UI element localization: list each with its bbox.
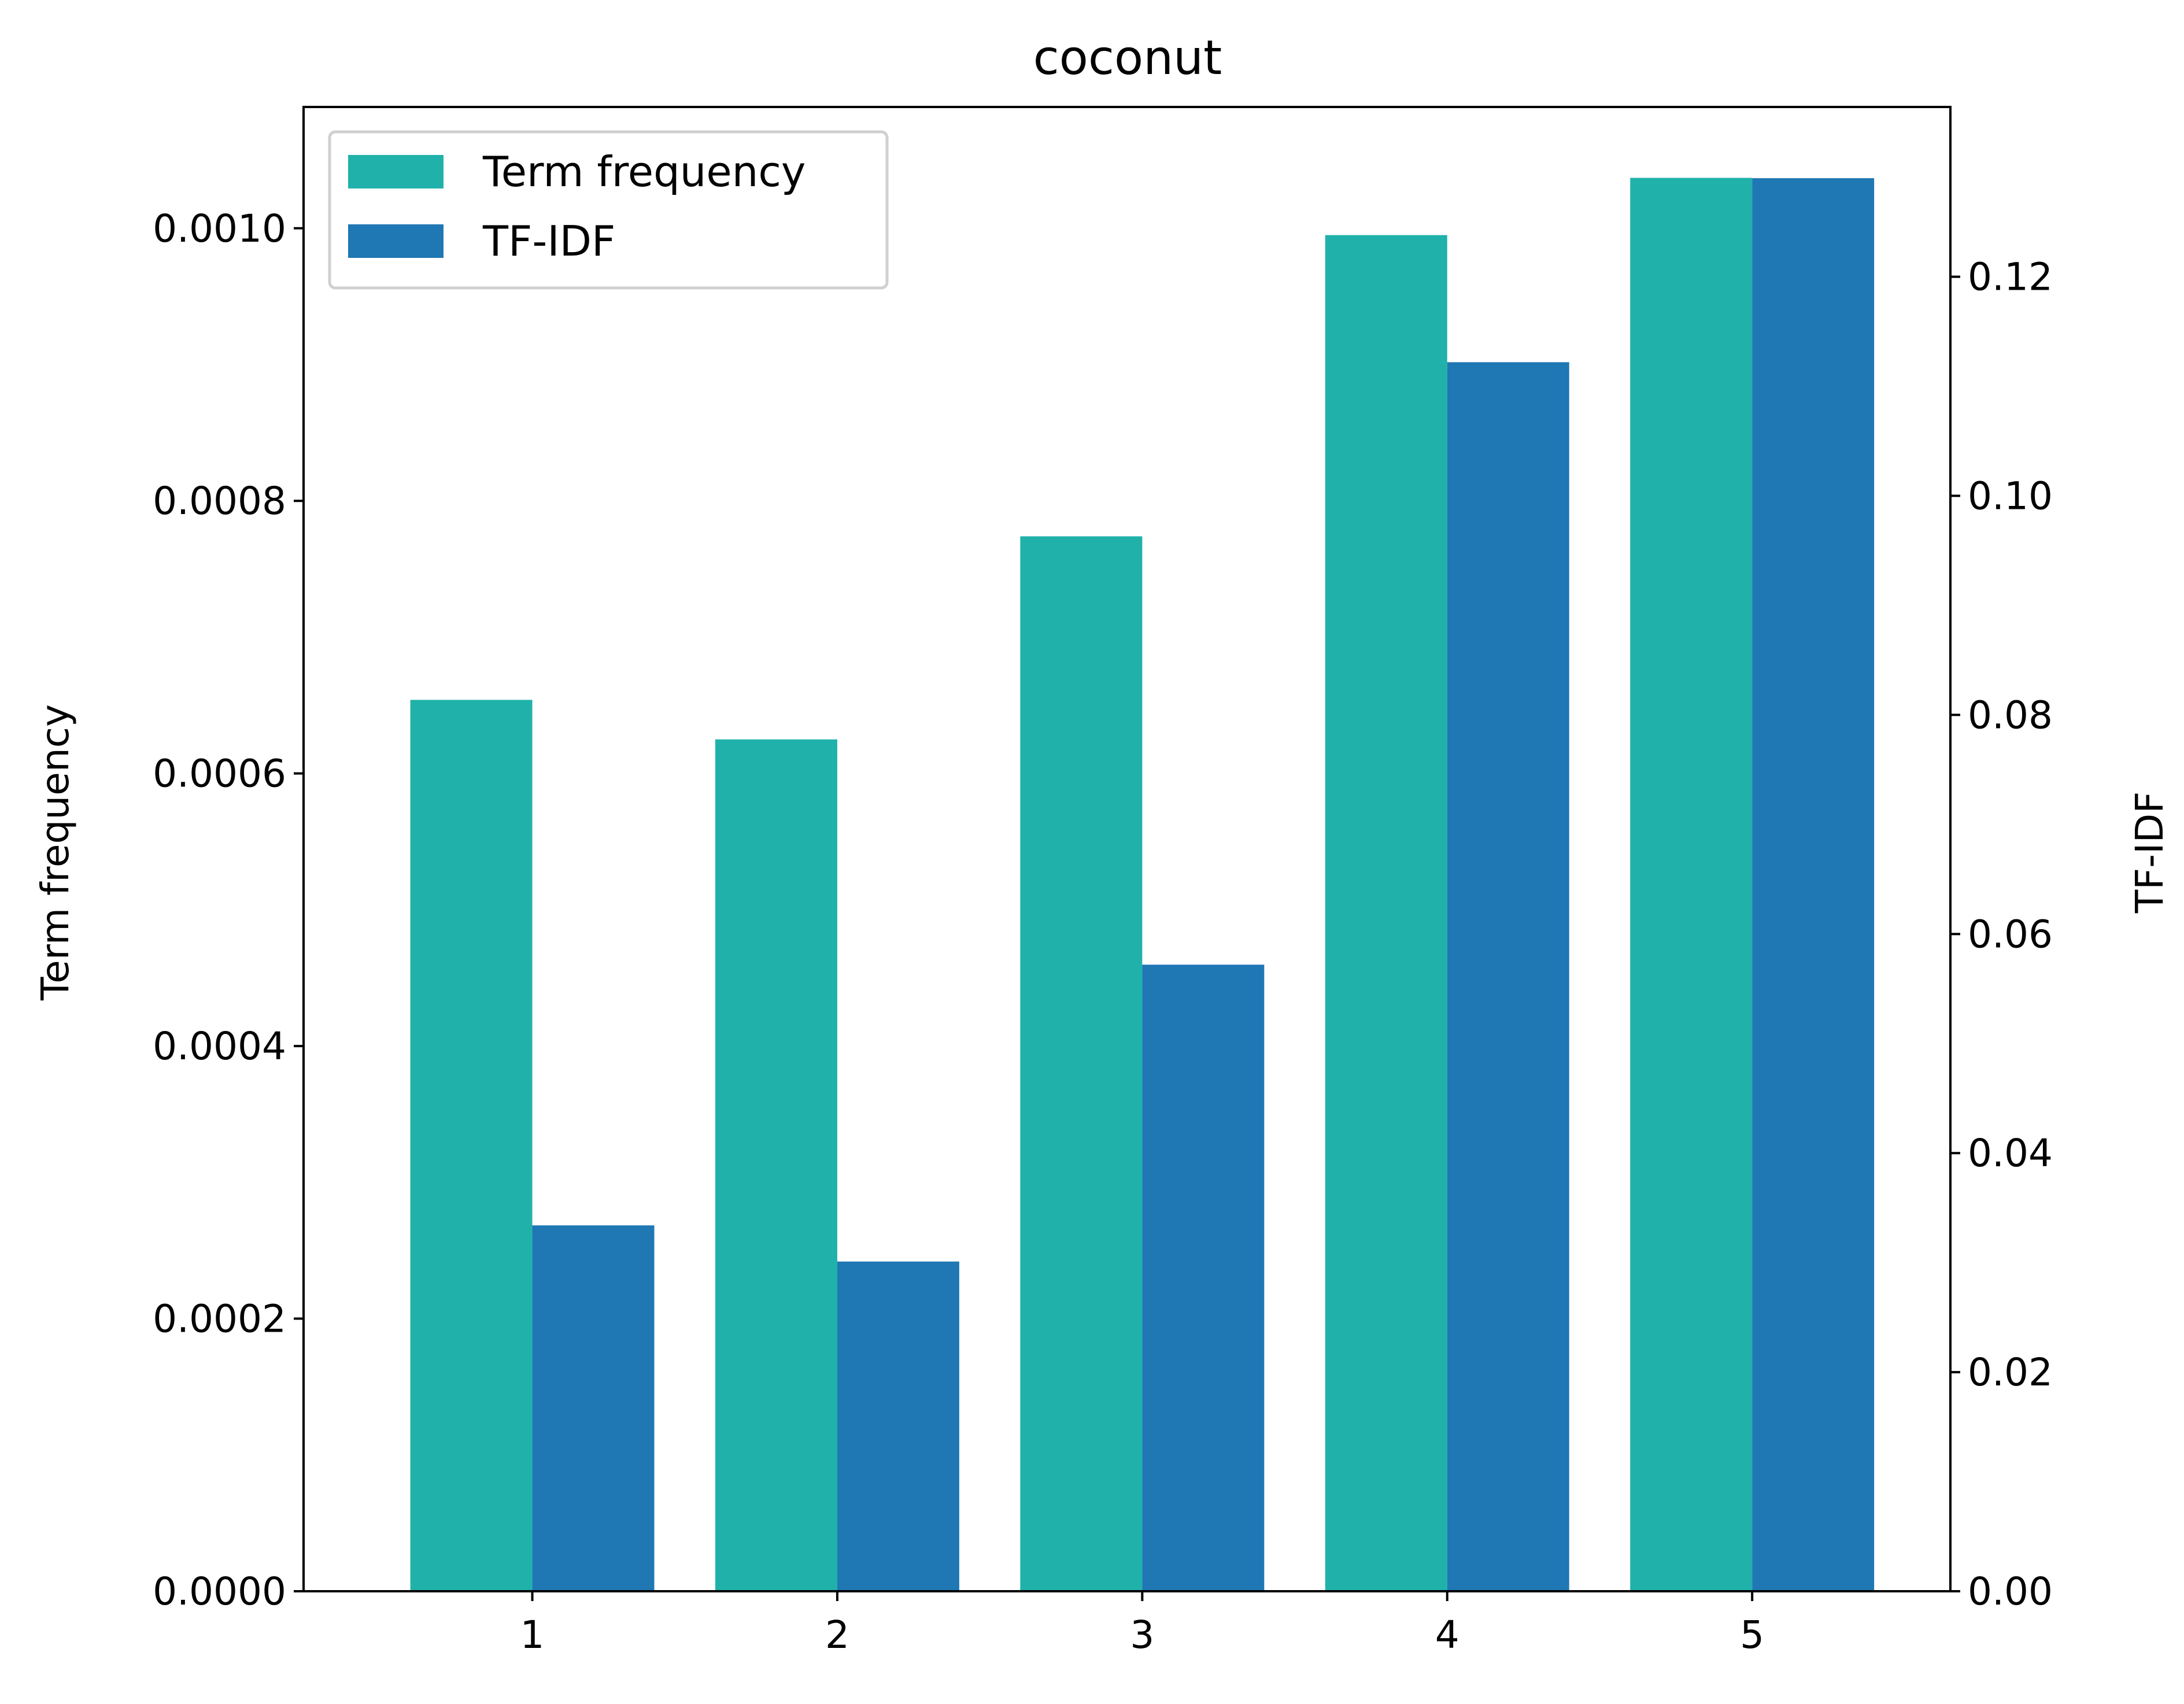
left-tick-label: 0.0000 xyxy=(153,1569,286,1614)
bar-term-frequency-4 xyxy=(1325,235,1447,1591)
bar-term-frequency-1 xyxy=(410,700,533,1591)
bar-term-frequency-5 xyxy=(1630,178,1753,1592)
chart-title: coconut xyxy=(1033,31,1222,86)
legend-swatch-term-frequency xyxy=(348,155,444,188)
left-axis-ticks: 0.0000 0.0002 0.0004 0.0006 0.0008 0.0010 xyxy=(153,206,304,1614)
bar-tf-idf-2 xyxy=(837,1261,959,1591)
right-tick-label: 0.12 xyxy=(1968,255,2053,300)
left-tick-label: 0.0002 xyxy=(153,1297,286,1341)
left-tick-label: 0.0004 xyxy=(153,1024,286,1069)
left-axis-title: Term frequency xyxy=(33,704,77,1001)
right-tick-label: 0.04 xyxy=(1968,1131,2053,1176)
legend-label-tf-idf: TF-IDF xyxy=(482,217,615,265)
x-tick-label: 4 xyxy=(1435,1613,1459,1657)
bar-tf-idf-3 xyxy=(1142,964,1265,1591)
x-tick-label: 5 xyxy=(1740,1613,1764,1657)
bar-tf-idf-5 xyxy=(1752,178,1875,1592)
right-axis-ticks: 0.00 0.02 0.04 0.06 0.08 0.10 0.12 xyxy=(1950,255,2053,1614)
bar-term-frequency-2 xyxy=(715,739,837,1591)
right-tick-label: 0.02 xyxy=(1968,1350,2053,1395)
right-axis-title: TF-IDF xyxy=(2127,792,2172,914)
bar-term-frequency-3 xyxy=(1020,536,1143,1591)
legend-label-term-frequency: Term frequency xyxy=(482,147,806,196)
legend-swatch-tf-idf xyxy=(348,224,444,258)
left-tick-label: 0.0008 xyxy=(153,479,286,523)
right-tick-label: 0.00 xyxy=(1968,1569,2053,1614)
bar-tf-idf-4 xyxy=(1447,362,1569,1591)
right-tick-label: 0.06 xyxy=(1968,912,2053,956)
left-tick-label: 0.0006 xyxy=(153,752,286,796)
x-axis-ticks: 1 2 3 4 5 xyxy=(520,1591,1764,1657)
bar-tf-idf-1 xyxy=(532,1225,655,1591)
legend: Term frequency TF-IDF xyxy=(328,130,889,290)
left-tick-label: 0.0010 xyxy=(153,206,286,251)
bars-layer xyxy=(410,178,1875,1592)
x-tick-label: 2 xyxy=(825,1613,849,1657)
x-tick-label: 3 xyxy=(1130,1613,1154,1657)
legend-box xyxy=(328,130,889,290)
right-tick-label: 0.08 xyxy=(1968,693,2053,737)
plot-frame xyxy=(302,106,1952,1592)
right-tick-label: 0.10 xyxy=(1968,474,2053,519)
x-tick-label: 1 xyxy=(520,1613,545,1657)
